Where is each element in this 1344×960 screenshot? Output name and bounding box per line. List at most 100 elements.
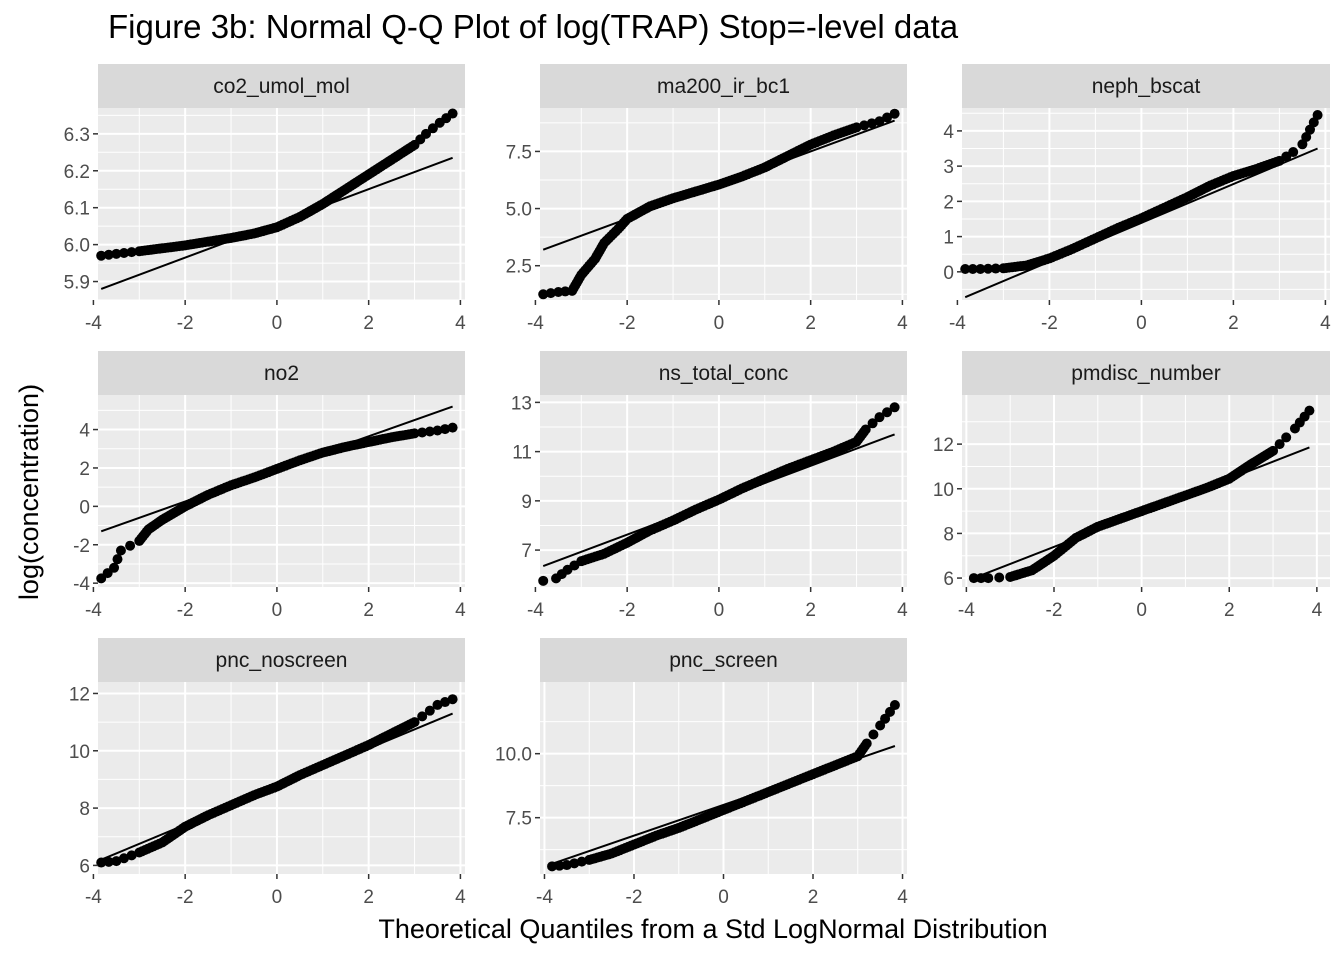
x-tick-label: -2 — [177, 313, 194, 334]
qq-point — [967, 263, 978, 274]
y-tick-label: 6.0 — [64, 236, 90, 257]
x-tick-label: 4 — [455, 600, 466, 621]
x-tick-label: 0 — [272, 600, 283, 621]
y-tick-label: 7 — [521, 541, 532, 562]
qq-point — [538, 575, 549, 586]
x-tick-label: -2 — [177, 600, 194, 621]
qq-point — [860, 424, 871, 435]
x-tick-label: 2 — [808, 887, 819, 908]
y-tick-label: 8 — [943, 524, 954, 545]
y-tick-label: 6 — [943, 569, 954, 590]
qq-point — [968, 573, 979, 584]
x-tick-label: -4 — [85, 600, 102, 621]
qq-point — [417, 427, 428, 438]
x-tick-label: 0 — [718, 887, 729, 908]
facet-panel: pnc_noscreen 6 8 10 12 -4 -2 0 2 4 — [69, 638, 466, 908]
y-tick-label: 7.5 — [506, 142, 532, 163]
qq-point — [874, 116, 885, 127]
qq-point — [975, 263, 986, 274]
qq-point — [432, 699, 443, 710]
y-tick-label: 10 — [69, 742, 90, 763]
x-tick-label: 4 — [897, 887, 908, 908]
qq-point — [983, 263, 994, 274]
panel-background — [540, 108, 907, 300]
y-tick-label: 4 — [943, 122, 954, 143]
qq-point — [889, 108, 900, 119]
qq-point — [111, 248, 122, 259]
x-tick-label: -4 — [85, 313, 102, 334]
qq-point — [851, 122, 862, 133]
x-tick-label: -2 — [1041, 313, 1058, 334]
x-tick-label: 4 — [897, 600, 908, 621]
y-tick-label: 1 — [943, 228, 954, 249]
facet-panel: ma200_ir_bc1 2.5 5.0 7.5 -4 -2 0 2 4 — [506, 64, 908, 334]
qq-point — [111, 856, 122, 867]
y-tick-label: 4 — [79, 421, 90, 442]
y-tick-label: 12 — [69, 684, 90, 705]
facet-panel: no2 -4 -2 0 2 4 -4 -2 0 2 4 — [73, 351, 466, 621]
qq-point — [576, 856, 587, 867]
x-tick-label: -4 — [958, 600, 975, 621]
qq-point — [960, 263, 971, 274]
y-tick-label: -4 — [73, 574, 90, 595]
x-tick-label: 0 — [714, 313, 725, 334]
y-tick-label: 13 — [511, 393, 532, 414]
facet-strip-label: pnc_screen — [669, 649, 778, 672]
qq-point — [1268, 445, 1279, 456]
qq-point — [424, 426, 435, 437]
facet-panel: ns_total_conc 7 9 11 13 -4 -2 0 2 4 — [511, 351, 908, 621]
x-tick-label: 2 — [363, 313, 374, 334]
qq-point — [1281, 432, 1292, 443]
y-tick-label: 2 — [943, 192, 954, 213]
qq-point — [96, 250, 107, 261]
qq-point — [867, 418, 878, 429]
y-tick-label: 5.0 — [506, 200, 532, 221]
x-tick-label: -2 — [177, 887, 194, 908]
qq-point — [103, 249, 114, 260]
y-tick-label: 11 — [512, 443, 532, 464]
qq-point — [554, 860, 565, 871]
facet-panel: neph_bscat 0 1 2 3 4 -4 -2 0 2 4 — [943, 64, 1331, 334]
qq-point — [1304, 405, 1315, 416]
facet-strip — [540, 638, 907, 682]
x-tick-label: -4 — [536, 887, 553, 908]
qq-point — [424, 705, 435, 716]
y-tick-label: 6 — [79, 856, 90, 877]
qq-point — [547, 861, 558, 872]
y-tick-label: 2.5 — [506, 257, 532, 278]
qq-point — [96, 857, 107, 868]
x-tick-label: 0 — [714, 600, 725, 621]
qq-point — [976, 573, 987, 584]
y-tick-label: 3 — [943, 157, 954, 178]
qq-point — [109, 562, 120, 573]
qq-point — [561, 860, 572, 871]
qq-point — [1274, 439, 1285, 450]
facet-strip-label: no2 — [264, 362, 299, 385]
qq-point — [538, 289, 549, 300]
facet-strip-label: pmdisc_number — [1071, 362, 1220, 385]
qq-point — [409, 717, 420, 728]
qq-point — [118, 853, 129, 864]
x-tick-label: 4 — [1312, 600, 1323, 621]
facet-strip — [540, 351, 907, 395]
qq-point — [447, 694, 458, 705]
figure-title: Figure 3b: Normal Q-Q Plot of log(TRAP) … — [108, 8, 959, 45]
qq-point — [126, 247, 137, 258]
x-tick-label: 0 — [1136, 600, 1147, 621]
x-tick-label: 2 — [805, 600, 816, 621]
facet-strip — [962, 351, 1330, 395]
qq-point — [990, 263, 1001, 274]
x-tick-label: 2 — [363, 600, 374, 621]
qq-point — [118, 247, 129, 258]
y-tick-label: 9 — [521, 492, 532, 513]
facet-panel: pnc_screen 7.5 10.0 -4 -2 0 2 4 — [495, 638, 908, 908]
facet-strip — [540, 64, 907, 108]
x-tick-label: 0 — [1136, 313, 1147, 334]
qq-point — [447, 108, 458, 119]
y-tick-label: 6.2 — [64, 162, 90, 183]
qq-point — [440, 424, 451, 435]
y-tick-label: 10.0 — [495, 745, 532, 766]
facet-panel: pmdisc_number 6 8 10 12 -4 -2 0 2 4 — [933, 351, 1330, 621]
qq-point — [432, 425, 443, 436]
facet-strip-label: ns_total_conc — [659, 362, 789, 385]
